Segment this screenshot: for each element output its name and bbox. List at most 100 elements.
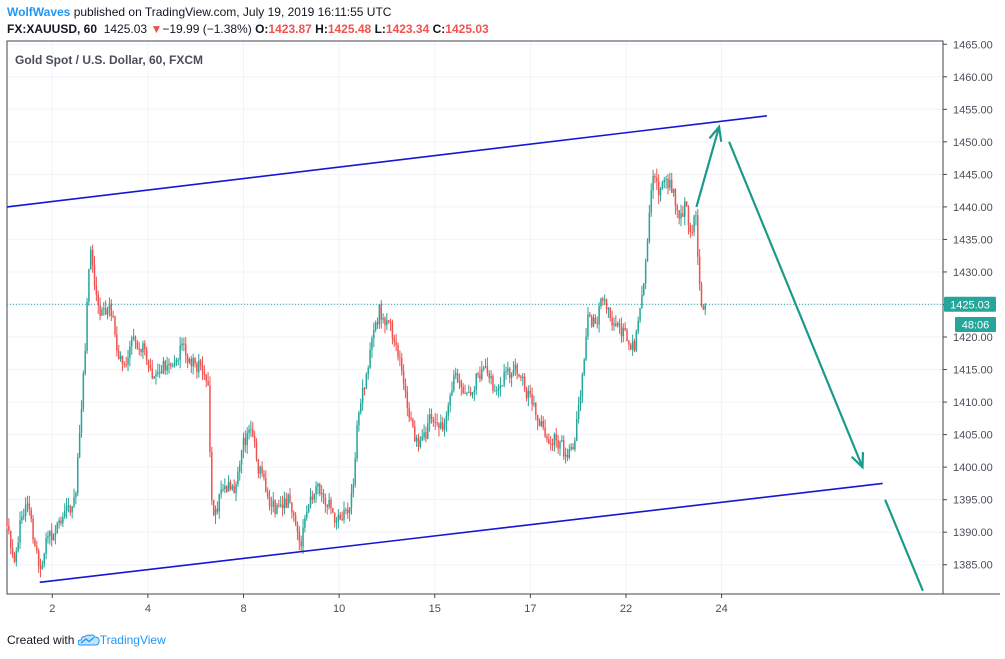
candle-down: [536, 414, 539, 422]
candle-up: [445, 415, 448, 425]
candle-down: [205, 374, 207, 381]
author-link[interactable]: WolfWaves: [7, 5, 71, 19]
candle-up: [77, 457, 79, 494]
high-value: 1425.48: [327, 22, 372, 36]
candle-up: [250, 429, 252, 431]
candle-down: [624, 328, 626, 331]
candle-down: [93, 264, 96, 286]
candle-down: [28, 503, 31, 510]
candle-up: [481, 369, 483, 380]
y-tick-label: 1440.00: [953, 202, 993, 214]
candle-up: [419, 440, 422, 447]
candle-down: [149, 364, 152, 369]
candle-up: [704, 304, 706, 310]
candle-up: [304, 517, 306, 528]
candle-down: [34, 539, 36, 547]
y-tick-label: 1420.00: [953, 332, 993, 344]
x-tick-label: 10: [333, 603, 345, 615]
price-chart[interactable]: Gold Spot / U.S. Dollar, 60, FXCM 1385.0…: [0, 0, 1005, 630]
candle-down: [492, 376, 494, 391]
candle-down: [544, 427, 546, 437]
projection-arrow-line: [884, 499, 924, 592]
price-axis[interactable]: 1385.00 1390.00 1395.00 1400.00 1405.00 1410.…: [943, 39, 993, 572]
candle-up: [669, 179, 671, 188]
candle-down: [151, 368, 153, 379]
candle-up: [242, 437, 245, 451]
candle-down: [557, 440, 559, 449]
last-price: 1425.03: [103, 22, 148, 36]
candle-up: [512, 369, 515, 374]
candle-up: [65, 505, 68, 511]
candle-down: [697, 215, 699, 257]
candle-down: [674, 188, 677, 207]
candle-up: [248, 429, 250, 433]
candle-up: [473, 390, 476, 393]
candle-down: [298, 531, 301, 542]
candle-down: [605, 299, 608, 310]
candle-down: [257, 459, 260, 474]
candle-down: [183, 343, 185, 345]
candle-down: [602, 298, 604, 301]
candle-down: [209, 385, 211, 453]
chart-title: Gold Spot / U.S. Dollar, 60, FXCM: [15, 53, 203, 67]
chart-grid: [7, 41, 943, 594]
candle-down: [629, 344, 632, 350]
candle-down: [562, 440, 565, 457]
candle-up: [415, 437, 418, 442]
candle-down: [529, 390, 531, 395]
candle-up: [106, 309, 109, 315]
candle-down: [594, 317, 597, 324]
candle-up: [559, 441, 561, 449]
candle-up: [587, 314, 589, 337]
candle-up: [458, 381, 461, 383]
candle-up: [237, 471, 239, 485]
candle-up: [598, 306, 600, 325]
candle-up: [246, 432, 248, 446]
candle-down: [609, 308, 612, 319]
candle-up: [527, 390, 530, 398]
candle-up: [337, 514, 340, 521]
candle-down: [160, 371, 163, 374]
candle-down: [399, 357, 401, 359]
candle-down: [255, 442, 258, 460]
publish-text: published on TradingView.com, July 19, 2…: [73, 5, 392, 19]
candle-up: [306, 512, 308, 518]
arrow-head-icon: [708, 124, 723, 142]
candle-down: [216, 508, 219, 512]
candle-down: [682, 213, 684, 217]
time-axis[interactable]: 2 4 8 10 15 17 22 24: [49, 594, 728, 615]
candle-up: [166, 365, 168, 371]
candle-up: [58, 520, 60, 524]
candle-down: [425, 432, 427, 439]
x-tick-label: 15: [429, 603, 441, 615]
candle-up: [272, 500, 275, 507]
candle-down: [99, 305, 101, 316]
tradingview-link[interactable]: TradingView: [99, 633, 166, 647]
candle-up: [75, 493, 77, 498]
candle-up: [454, 373, 457, 376]
candle-down: [330, 499, 332, 509]
candle-down: [626, 330, 628, 341]
candle-up: [622, 328, 625, 337]
candle-up: [553, 434, 556, 445]
candle-down: [462, 387, 464, 393]
candle-up: [672, 188, 675, 193]
y-tick-label: 1455.00: [953, 104, 993, 116]
candle-up: [421, 436, 423, 441]
y-tick-label: 1465.00: [953, 39, 993, 51]
candle-down: [548, 439, 550, 444]
candle-down: [657, 181, 660, 196]
candle-up: [129, 346, 131, 358]
y-tick-label: 1430.00: [953, 267, 993, 279]
candle-down: [555, 434, 558, 441]
created-with-text: Created with: [7, 633, 75, 647]
candle-up: [220, 489, 222, 495]
candle-down: [535, 403, 537, 415]
symbol-name: FX:XAUUSD, 60: [7, 22, 98, 36]
candle-down: [199, 360, 202, 366]
x-tick-label: 4: [145, 603, 151, 615]
candle-down: [326, 504, 329, 508]
candle-up: [71, 506, 73, 513]
tradingview-cloud-icon: [77, 634, 100, 646]
candle-up: [56, 523, 59, 534]
